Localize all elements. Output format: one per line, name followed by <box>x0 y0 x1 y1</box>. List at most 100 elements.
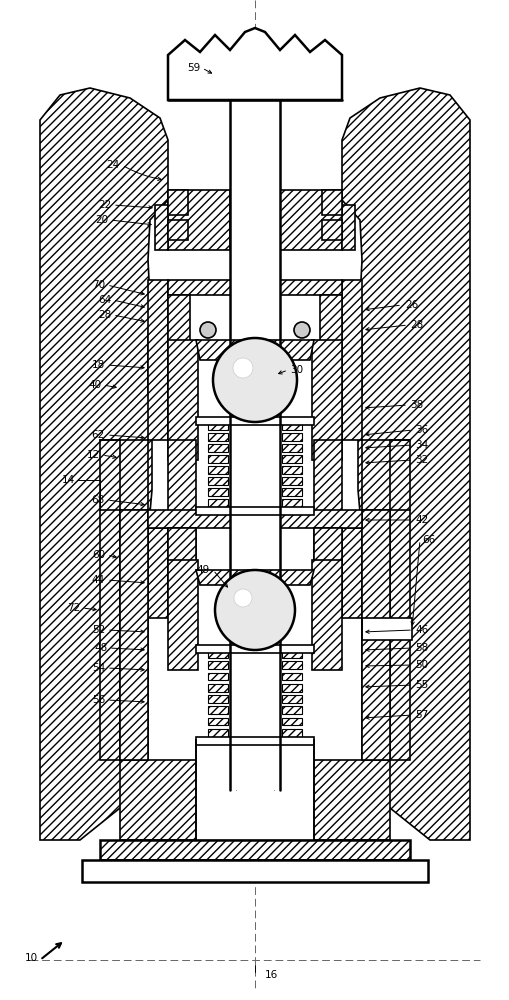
Polygon shape <box>361 510 389 640</box>
Text: 66: 66 <box>421 535 434 545</box>
Polygon shape <box>167 528 195 618</box>
Polygon shape <box>148 528 167 618</box>
Text: 10: 10 <box>25 953 38 963</box>
Polygon shape <box>82 860 427 882</box>
Polygon shape <box>155 205 167 250</box>
Polygon shape <box>100 860 409 872</box>
Polygon shape <box>361 510 389 760</box>
Polygon shape <box>167 190 230 250</box>
Polygon shape <box>167 28 342 100</box>
Text: 49: 49 <box>196 565 210 575</box>
Polygon shape <box>208 650 228 658</box>
Polygon shape <box>361 618 411 640</box>
Polygon shape <box>208 729 228 737</box>
Polygon shape <box>195 507 314 515</box>
Text: 32: 32 <box>414 455 428 465</box>
Circle shape <box>200 322 216 338</box>
Polygon shape <box>281 672 301 680</box>
Polygon shape <box>314 528 342 618</box>
Polygon shape <box>208 488 228 496</box>
Polygon shape <box>208 455 228 463</box>
Polygon shape <box>342 280 361 440</box>
Polygon shape <box>40 88 167 840</box>
Polygon shape <box>167 280 342 295</box>
Polygon shape <box>281 477 301 485</box>
Text: 14: 14 <box>62 475 75 485</box>
Text: 24: 24 <box>106 160 120 170</box>
Circle shape <box>234 589 251 607</box>
Text: 26: 26 <box>404 300 417 310</box>
Polygon shape <box>195 417 314 425</box>
Polygon shape <box>167 220 188 240</box>
Text: 28: 28 <box>409 320 422 330</box>
Polygon shape <box>148 280 167 440</box>
Polygon shape <box>100 440 120 760</box>
Text: 28: 28 <box>99 310 112 320</box>
Text: 44: 44 <box>92 575 105 585</box>
Polygon shape <box>208 718 228 725</box>
Text: 54: 54 <box>92 663 105 673</box>
Polygon shape <box>361 640 389 760</box>
Polygon shape <box>281 455 301 463</box>
Polygon shape <box>208 477 228 485</box>
Text: 55: 55 <box>414 680 428 690</box>
Text: 36: 36 <box>414 425 428 435</box>
Polygon shape <box>100 840 409 860</box>
Polygon shape <box>319 295 342 440</box>
Polygon shape <box>281 499 301 507</box>
Text: 52: 52 <box>92 625 105 635</box>
Polygon shape <box>321 190 342 215</box>
Polygon shape <box>279 190 342 250</box>
Text: 68: 68 <box>92 495 105 505</box>
Polygon shape <box>281 466 301 474</box>
Text: 72: 72 <box>67 603 80 613</box>
Polygon shape <box>167 295 190 440</box>
Polygon shape <box>167 560 197 670</box>
Polygon shape <box>148 510 361 528</box>
Text: 38: 38 <box>409 400 422 410</box>
Polygon shape <box>167 440 195 570</box>
Circle shape <box>213 338 296 422</box>
Polygon shape <box>120 640 148 760</box>
Polygon shape <box>281 718 301 725</box>
Text: 12: 12 <box>87 450 100 460</box>
Text: 46: 46 <box>414 625 428 635</box>
Polygon shape <box>281 444 301 452</box>
Text: 22: 22 <box>99 200 112 210</box>
Text: 62: 62 <box>92 430 105 440</box>
Text: 48: 48 <box>95 643 108 653</box>
Polygon shape <box>208 444 228 452</box>
Polygon shape <box>195 737 314 745</box>
Circle shape <box>293 322 309 338</box>
Polygon shape <box>389 440 409 760</box>
Polygon shape <box>208 422 228 430</box>
Text: 30: 30 <box>290 365 302 375</box>
Polygon shape <box>208 466 228 474</box>
Polygon shape <box>167 190 188 215</box>
Polygon shape <box>321 220 342 240</box>
Text: 70: 70 <box>92 280 105 290</box>
Polygon shape <box>281 661 301 669</box>
Polygon shape <box>342 205 354 250</box>
Polygon shape <box>195 340 314 360</box>
Polygon shape <box>314 440 342 570</box>
Text: 58: 58 <box>414 643 428 653</box>
Text: 50: 50 <box>414 660 427 670</box>
Polygon shape <box>342 88 469 840</box>
Text: 20: 20 <box>95 215 108 225</box>
Polygon shape <box>281 729 301 737</box>
Circle shape <box>233 358 252 378</box>
Polygon shape <box>312 340 342 460</box>
Polygon shape <box>167 340 197 460</box>
Polygon shape <box>208 695 228 703</box>
Polygon shape <box>281 488 301 496</box>
Polygon shape <box>230 100 279 790</box>
Polygon shape <box>120 510 148 760</box>
Polygon shape <box>281 650 301 658</box>
Polygon shape <box>208 433 228 441</box>
Polygon shape <box>342 528 361 618</box>
Polygon shape <box>195 645 314 653</box>
Polygon shape <box>208 499 228 507</box>
Polygon shape <box>208 661 228 669</box>
Circle shape <box>215 570 294 650</box>
